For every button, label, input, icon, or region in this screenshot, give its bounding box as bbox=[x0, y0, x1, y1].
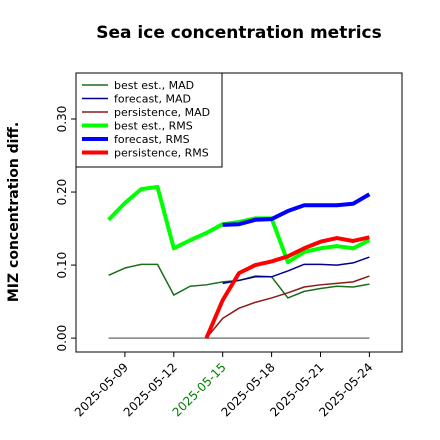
plot-frame bbox=[75, 72, 403, 353]
series-line bbox=[222, 256, 370, 285]
series-line bbox=[107, 184, 371, 265]
legend-label: best est., RMS bbox=[114, 120, 193, 133]
legend-label: forecast, RMS bbox=[114, 133, 190, 146]
y-tick-label: 0.20 bbox=[55, 179, 69, 206]
y-tick-label: 0.30 bbox=[55, 106, 69, 133]
y-tick-label: 0.00 bbox=[55, 325, 69, 352]
series-line bbox=[222, 192, 371, 227]
y-tick-label: 0.10 bbox=[55, 252, 69, 279]
legend-label: persistence, RMS bbox=[114, 147, 209, 160]
series-line bbox=[205, 275, 370, 339]
legend-label: forecast, MAD bbox=[114, 93, 191, 106]
series-line bbox=[204, 235, 370, 339]
legend-label: best est., MAD bbox=[114, 79, 194, 92]
y-axis-label: MIZ concentration diff. bbox=[6, 122, 22, 302]
chart-title: Sea ice concentration metrics bbox=[96, 23, 382, 43]
legend-label: persistence, MAD bbox=[114, 106, 210, 119]
